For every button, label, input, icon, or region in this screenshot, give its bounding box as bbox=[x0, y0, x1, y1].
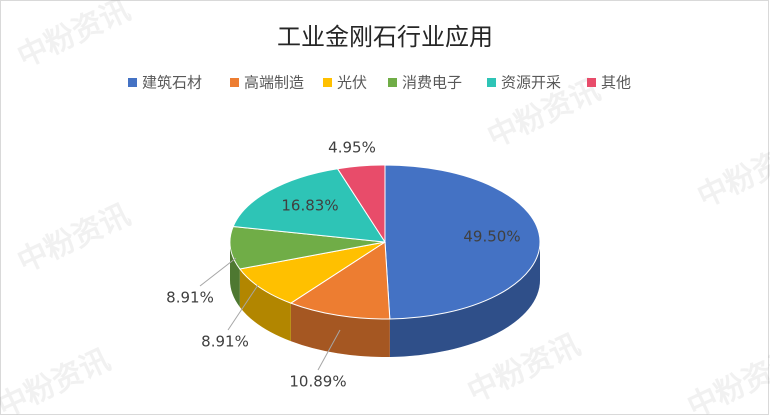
slice-side bbox=[389, 242, 541, 357]
legend-label: 高端制造 bbox=[244, 74, 304, 92]
legend-label: 资源开采 bbox=[501, 74, 561, 92]
slice-side-shade bbox=[290, 303, 390, 357]
legend-swatch bbox=[487, 78, 496, 87]
data-label: 8.91% bbox=[201, 333, 249, 351]
leader-line bbox=[227, 284, 259, 331]
legend-label: 建筑石材 bbox=[142, 74, 202, 92]
slice bbox=[229, 226, 386, 270]
leader-line bbox=[199, 257, 237, 287]
legend-swatch bbox=[587, 78, 596, 87]
legend-swatch bbox=[388, 78, 397, 87]
slice bbox=[384, 164, 541, 320]
legend-label: 其他 bbox=[601, 74, 631, 92]
slice-side bbox=[239, 268, 291, 342]
legend-label: 消费电子 bbox=[402, 74, 462, 92]
chart-title: 工业金刚石行业应用 bbox=[277, 23, 493, 51]
slice bbox=[238, 241, 386, 304]
data-label: 49.50% bbox=[463, 228, 520, 246]
pie: 49.50% 10.89% 8.91% 8.91% 16.83% 4.95% bbox=[166, 139, 541, 391]
data-label: 4.95% bbox=[328, 139, 376, 157]
slice-side bbox=[290, 303, 390, 357]
slice bbox=[232, 168, 386, 243]
legend-swatch bbox=[323, 78, 332, 87]
slice bbox=[289, 241, 391, 320]
slice-side-shade bbox=[239, 268, 291, 342]
legend-label: 光伏 bbox=[337, 74, 367, 92]
legend-swatch bbox=[128, 78, 137, 87]
slice bbox=[336, 164, 386, 244]
leader-line bbox=[317, 329, 341, 371]
data-label: 10.89% bbox=[289, 373, 346, 391]
legend-swatch bbox=[230, 78, 239, 87]
slice-side-shade bbox=[230, 242, 240, 307]
data-label: 16.83% bbox=[281, 197, 338, 215]
slice-side-shade bbox=[389, 242, 541, 357]
data-label: 8.91% bbox=[166, 289, 214, 307]
slice-side bbox=[230, 242, 240, 307]
legend: 建筑石材 高端制造 光伏 消费电子 资源开采 其他 bbox=[128, 74, 631, 92]
